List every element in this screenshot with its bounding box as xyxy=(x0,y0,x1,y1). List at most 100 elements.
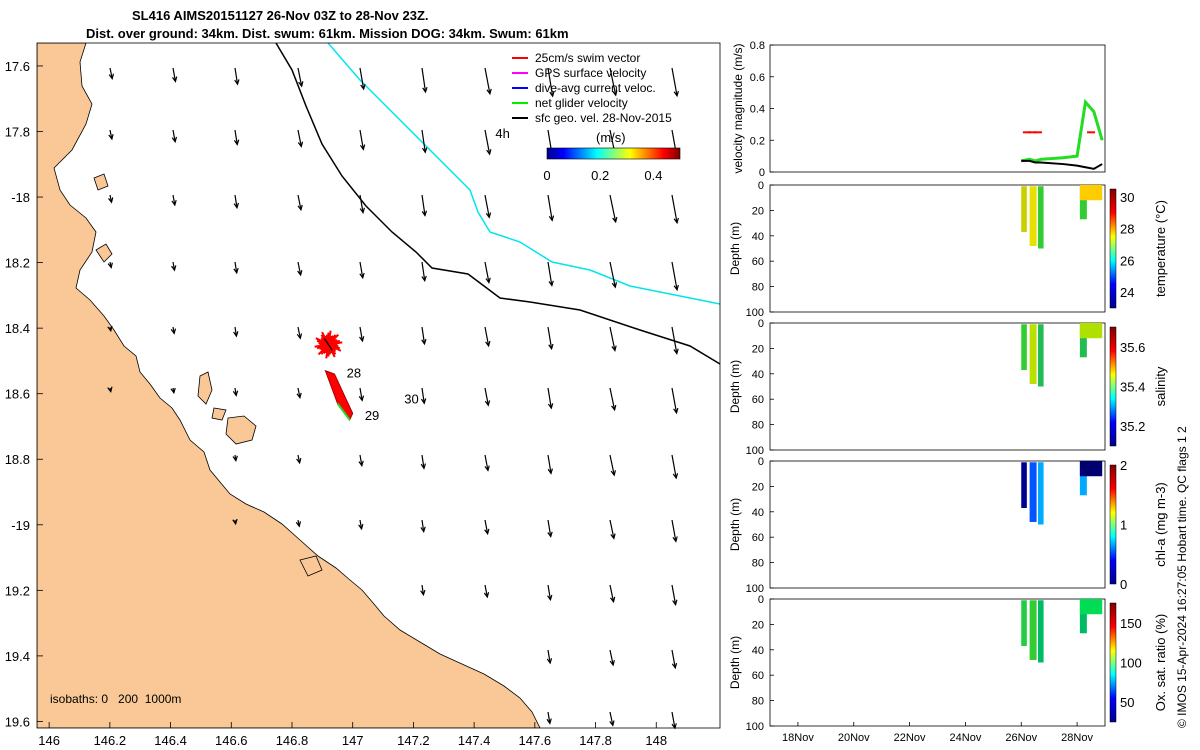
map-ytick-label: 18.8 xyxy=(5,452,30,467)
profile-casts xyxy=(1079,461,1087,496)
ytick-label: 40 xyxy=(752,507,764,519)
colorbar-tick-label: 24 xyxy=(1120,285,1134,300)
current-arrow-head xyxy=(420,526,426,533)
current-arrow-head xyxy=(296,333,303,340)
colorbar-tick-label: 0 xyxy=(543,168,550,183)
current-arrow-head xyxy=(232,518,238,526)
colorbar-tick-label: 0.4 xyxy=(644,168,662,183)
current-arrow xyxy=(484,129,491,155)
xtick-label: 24Nov xyxy=(950,732,982,744)
current-arrow xyxy=(609,711,614,726)
ytick-label: 0.8 xyxy=(750,40,765,52)
current-arrow-head xyxy=(422,87,428,94)
series-line xyxy=(1021,159,1103,170)
current-arrow-head xyxy=(420,589,426,597)
current-arrow-head xyxy=(484,528,490,536)
current-arrow-head xyxy=(171,265,177,272)
ylabel: Depth (m) xyxy=(728,222,742,275)
ytick-label: 60 xyxy=(752,670,764,682)
current-arrow xyxy=(359,326,364,342)
current-arrow xyxy=(609,387,616,410)
ylabel: velocity magnitude (m/s) xyxy=(731,43,745,173)
coastline-land xyxy=(37,43,541,728)
xtick-label: 18Nov xyxy=(782,732,814,744)
island xyxy=(95,243,113,263)
chart-title-line2: Dist. over ground: 34km. Dist. swum: 61k… xyxy=(86,26,569,41)
legend-item-label: dive-avg current veloc. xyxy=(535,81,656,95)
current-arrow-head xyxy=(359,207,365,214)
ytick-label: 20 xyxy=(752,343,764,355)
current-arrow xyxy=(359,129,364,150)
current-arrow-head xyxy=(673,348,679,355)
ytick-label: 0.2 xyxy=(750,135,765,147)
map-xtick-label: 146.4 xyxy=(154,733,187,748)
current-arrow xyxy=(671,194,678,223)
colorbar-tick-label: 28 xyxy=(1120,222,1134,237)
current-arrow-head xyxy=(612,216,618,224)
xtick-label: 28Nov xyxy=(1061,732,1093,744)
map-ytick-label: -18 xyxy=(11,190,30,205)
ytick-label: 80 xyxy=(752,558,764,570)
colorbar-tick-label: 1 xyxy=(1120,518,1127,533)
current-arrow-head xyxy=(612,90,618,97)
ytick-label: 0 xyxy=(759,167,765,179)
current-arrow-head xyxy=(233,139,240,146)
profile-casts xyxy=(1038,186,1044,249)
ytick-label: 40 xyxy=(752,369,764,381)
current-arrow-head xyxy=(673,407,679,415)
current-arrow xyxy=(297,326,301,339)
map-ytick-label: 19.6 xyxy=(5,714,30,729)
map-annotation: 28 xyxy=(347,365,361,380)
map-xtick-label: 147.8 xyxy=(579,733,612,748)
current-arrow-head xyxy=(172,76,178,83)
colorbar-tick-label: 150 xyxy=(1120,616,1142,631)
current-arrow-head xyxy=(298,81,304,88)
current-arrow xyxy=(421,194,426,216)
current-arrow-head xyxy=(421,210,428,217)
current-arrow-head xyxy=(297,270,303,277)
footer-note: © IMOS 15-Apr-2024 16:27:05 Hobart time.… xyxy=(1175,426,1189,728)
current-arrow xyxy=(109,67,113,79)
colorbar-tick-label: 0.2 xyxy=(591,168,609,183)
glider-track-green xyxy=(336,402,351,421)
current-arrow-head xyxy=(611,404,617,412)
current-arrow-head xyxy=(485,277,491,284)
chart-title-line1: SL416 AIMS20151127 26-Nov 03Z to 28-Nov … xyxy=(132,8,429,23)
panel-frame xyxy=(769,460,1106,589)
current-arrow-head xyxy=(673,217,679,225)
oxygen-panel: 0 20 40 60 80 100 Depth (m) 150 100 50 Ox. sat. ra… xyxy=(728,594,1168,744)
current-arrow xyxy=(547,67,554,97)
panel-frame xyxy=(769,184,1106,313)
colorbar-tick-label: 26 xyxy=(1120,253,1134,268)
colorbar-tick-label: 0 xyxy=(1120,577,1127,592)
xtick-label: 22Nov xyxy=(894,732,926,744)
current-arrow xyxy=(547,454,552,474)
map-xtick-label: 146.8 xyxy=(276,733,309,748)
current-arrow-head xyxy=(232,390,239,397)
panel-frame xyxy=(769,598,1106,727)
map-ytick-label: 19.4 xyxy=(5,649,30,664)
colorbar-tick-label: 30 xyxy=(1120,190,1134,205)
ytick-label: 40 xyxy=(752,645,764,657)
current-arrow xyxy=(421,326,426,344)
current-arrow-head xyxy=(610,533,616,540)
current-arrow xyxy=(547,194,553,221)
current-arrow-head xyxy=(420,463,427,470)
legend-item-label: 25cm/s swim vector xyxy=(535,51,640,65)
current-arrow xyxy=(671,649,676,668)
ytick-label: 0 xyxy=(758,594,764,606)
legend-item-label: GPS surface velocity xyxy=(535,66,646,80)
chl-a-panel: 0 20 40 60 80 100 Depth (m) 2 1 0 chl-a (mg m-3) xyxy=(728,456,1168,595)
island xyxy=(197,371,213,405)
current-arrow-head xyxy=(546,658,553,665)
current-arrow-head xyxy=(358,460,364,467)
ytick-label: 0 xyxy=(758,180,764,192)
current-arrow xyxy=(234,129,238,145)
current-arrow-head xyxy=(108,73,115,80)
current-arrow-head xyxy=(358,523,364,531)
current-arrow-head xyxy=(171,200,177,207)
ytick-label: 0.6 xyxy=(750,72,765,84)
profile-casts xyxy=(1021,186,1027,232)
profile-casts xyxy=(1021,324,1027,370)
